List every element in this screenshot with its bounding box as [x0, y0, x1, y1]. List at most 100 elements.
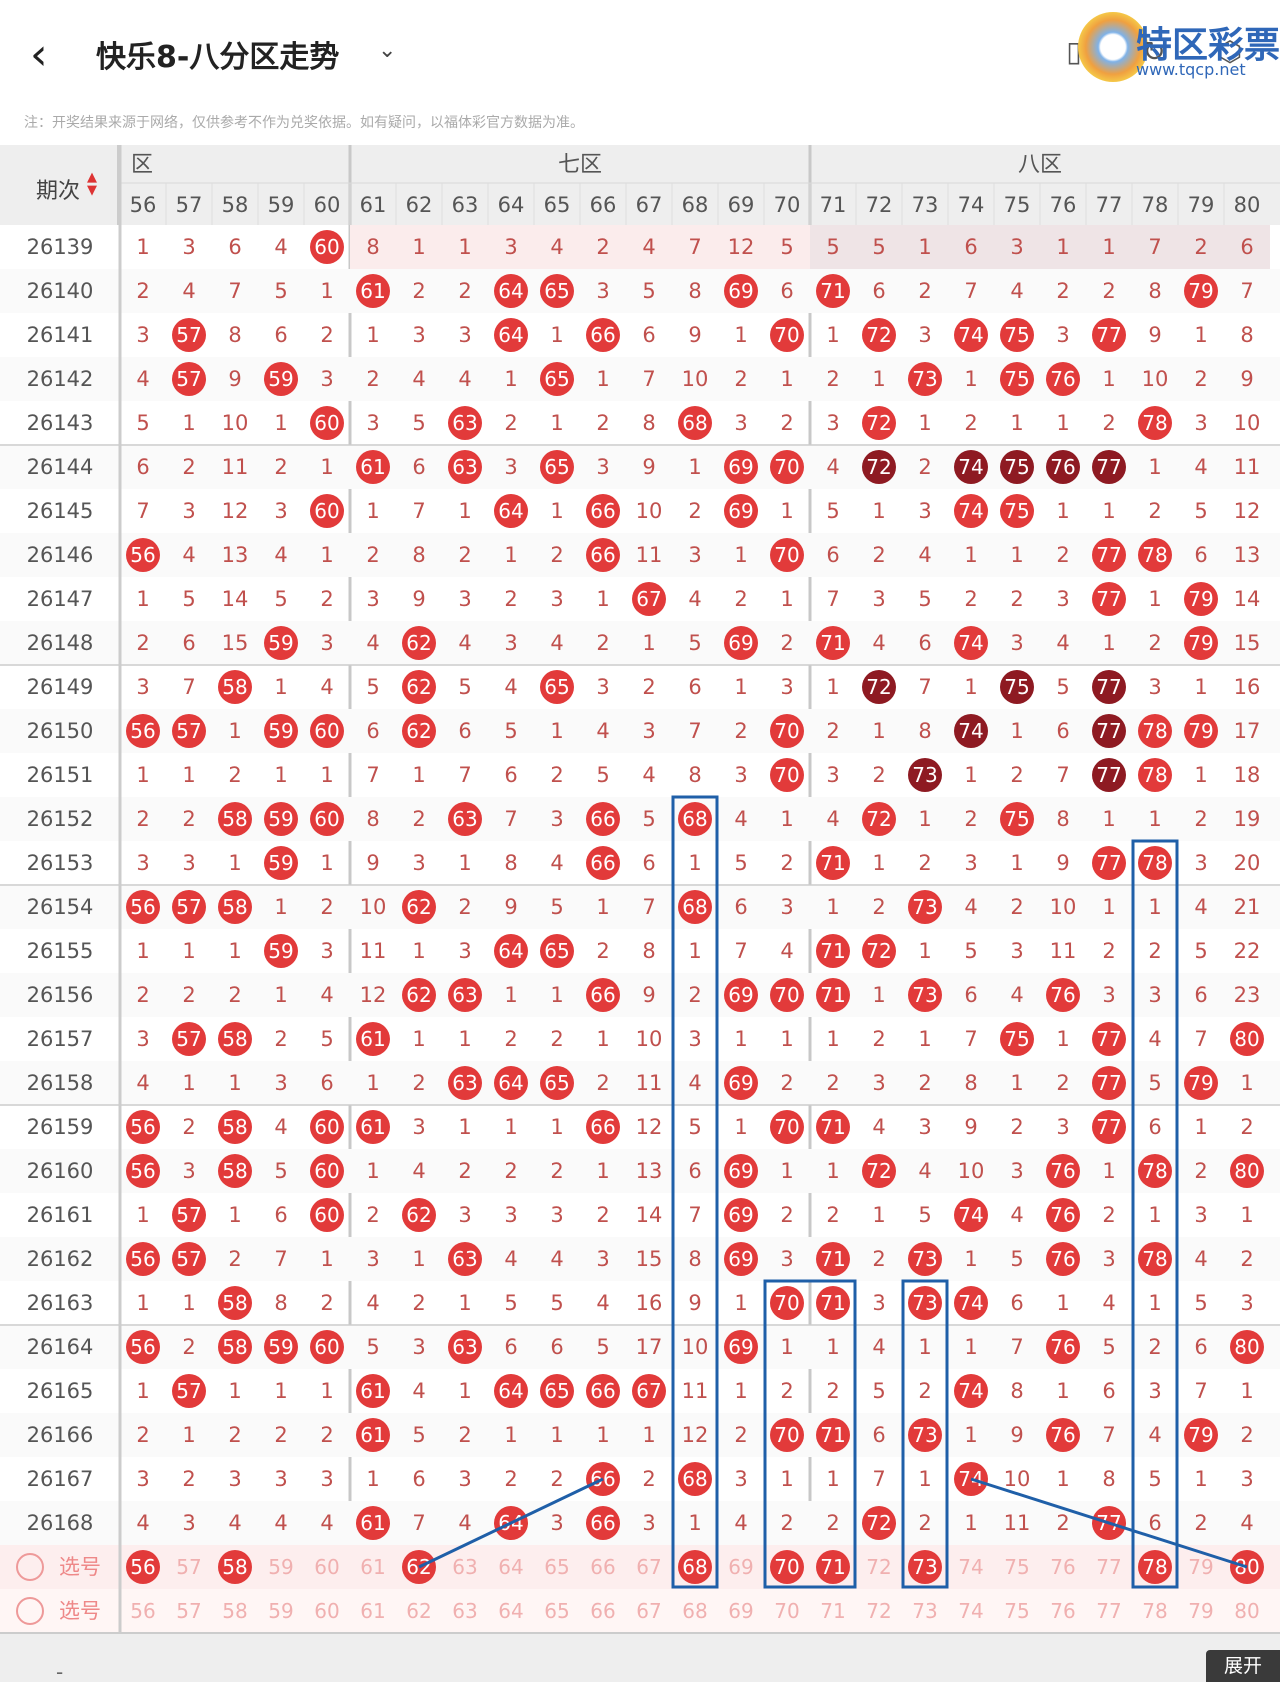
selected-ball-71[interactable]	[816, 1550, 850, 1584]
miss-count: 3	[1148, 1379, 1161, 1403]
miss-count: 3	[918, 1115, 931, 1139]
hit-ball-60	[310, 494, 344, 528]
miss-count: 5	[1194, 939, 1207, 963]
hit-ball-67	[632, 582, 666, 616]
hit-number-68: 68	[682, 411, 707, 435]
hit-number-56: 56	[130, 1115, 155, 1139]
trend-grid: 区七区 八区 56 57 58 59 60 61 62 63 64 65 66 67 68 69 70 71 72 7…	[0, 145, 1280, 1640]
miss-count: 1	[366, 1467, 379, 1491]
miss-count: 3	[1056, 587, 1069, 611]
select-label: 选号	[59, 1555, 101, 1579]
hit-number-78: 78	[1142, 411, 1167, 435]
selected-ball-58[interactable]	[218, 1550, 252, 1584]
hit-number-74: 74	[958, 1379, 983, 1403]
miss-count: 1	[550, 499, 563, 523]
miss-count: 5	[274, 1159, 287, 1183]
miss-count: 8	[688, 279, 701, 303]
hit-number-73: 73	[912, 763, 937, 787]
hit-ball-57	[172, 362, 206, 396]
selected-ball-70[interactable]	[770, 1550, 804, 1584]
expand-button[interactable]: 展开	[1206, 1650, 1280, 1682]
miss-count: 2	[458, 279, 471, 303]
miss-count: 2	[826, 1379, 839, 1403]
hit-number-56: 56	[130, 1247, 155, 1271]
miss-count: 1	[366, 499, 379, 523]
phone-icon[interactable]: ▯	[1066, 35, 1082, 68]
annotation-box	[1131, 839, 1179, 1589]
select-radio[interactable]	[16, 1553, 44, 1581]
miss-count: 16	[636, 1291, 663, 1315]
miss-count: 2	[734, 719, 747, 743]
miss-count: 4	[1010, 983, 1023, 1007]
miss-count: 5	[642, 279, 655, 303]
row-stripe	[0, 797, 1280, 841]
column-header-77: 77	[1096, 193, 1123, 217]
miss-count: 2	[1148, 631, 1161, 655]
miss-count: 6	[458, 719, 471, 743]
column-header-72: 72	[866, 193, 893, 217]
miss-count: 3	[182, 1159, 195, 1183]
miss-count: 3	[1148, 675, 1161, 699]
hit-ball-66	[586, 802, 620, 836]
miss-count: 9	[1010, 1423, 1023, 1447]
hit-number-61: 61	[360, 1115, 385, 1139]
hit-number-77: 77	[1096, 719, 1121, 743]
miss-count: 7	[964, 1027, 977, 1051]
hit-number-66: 66	[590, 851, 615, 875]
miss-count: 8	[642, 939, 655, 963]
select-number-70: 70	[774, 1599, 799, 1623]
period-26158: 26158	[27, 1071, 94, 1095]
hit-number-58: 58	[222, 675, 247, 699]
row-stripe	[0, 1061, 1280, 1105]
back-chevron-left-icon[interactable]: ‹	[30, 29, 48, 80]
miss-count: 1	[366, 1071, 379, 1095]
hit-ball-70	[770, 538, 804, 572]
miss-count: 6	[182, 631, 195, 655]
miss-count: 2	[504, 1467, 517, 1491]
miss-count: 1	[1102, 807, 1115, 831]
miss-count: 3	[182, 1511, 195, 1535]
period-header[interactable]: 期次 ▲ ▼	[0, 145, 120, 225]
selected-ball-78[interactable]	[1138, 1550, 1172, 1584]
hit-ball-59	[264, 934, 298, 968]
miss-count: 3	[274, 1467, 287, 1491]
miss-count: 17	[1234, 719, 1261, 743]
miss-count: 1	[1240, 1379, 1253, 1403]
hit-ball-65	[540, 934, 574, 968]
selected-ball-56[interactable]	[126, 1550, 160, 1584]
miss-count: 7	[1056, 763, 1069, 787]
select-radio[interactable]	[16, 1597, 44, 1625]
miss-count: 1	[136, 939, 149, 963]
miss-count: 1	[1056, 1291, 1069, 1315]
miss-count: 3	[642, 719, 655, 743]
miss-count: 5	[918, 1203, 931, 1227]
settings-icon[interactable]: ⬡	[1217, 35, 1243, 68]
selected-ball-73[interactable]	[908, 1550, 942, 1584]
title-dropdown-chevron-down-icon[interactable]: ⌄	[378, 38, 397, 63]
hit-ball-60	[310, 1330, 344, 1364]
miss-count: 4	[182, 543, 195, 567]
miss-count: 2	[872, 543, 885, 567]
hit-number-66: 66	[590, 1511, 615, 1535]
miss-count: 11	[1234, 455, 1261, 479]
selected-ball-68[interactable]	[678, 1550, 712, 1584]
miss-count: 9	[688, 1291, 701, 1315]
miss-count: 1	[826, 895, 839, 919]
miss-count: 9	[964, 1115, 977, 1139]
hit-number-60: 60	[314, 235, 339, 259]
refresh-icon[interactable]: ↻	[1142, 35, 1166, 68]
miss-count: 5	[1148, 1467, 1161, 1491]
hit-number-72: 72	[866, 807, 891, 831]
hit-ball-73	[908, 362, 942, 396]
miss-count: 3	[872, 1071, 885, 1095]
hit-number-62: 62	[406, 983, 431, 1007]
miss-count: 7	[412, 499, 425, 523]
miss-count: 1	[596, 587, 609, 611]
miss-count: 4	[550, 1247, 563, 1271]
select-number-60: 60	[314, 1555, 339, 1579]
hit-number-62: 62	[406, 719, 431, 743]
sort-arrows-icon[interactable]: ▲ ▼	[87, 170, 97, 198]
hit-number-63: 63	[452, 1071, 477, 1095]
miss-count: 1	[320, 543, 333, 567]
miss-count: 2	[1056, 279, 1069, 303]
